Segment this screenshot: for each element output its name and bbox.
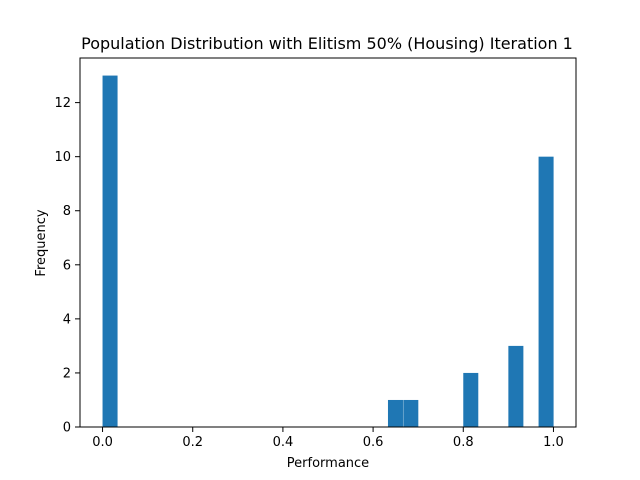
y-tick-label: 6 bbox=[63, 258, 71, 273]
x-axis-label: Performance bbox=[287, 456, 369, 471]
y-tick-label: 4 bbox=[63, 312, 71, 327]
x-tick-label: 0.0 bbox=[92, 435, 113, 450]
y-tick-label: 12 bbox=[54, 96, 71, 111]
histogram-bar bbox=[508, 345, 524, 427]
x-axis-ticks: 0.0 0.2 0.4 0.6 0.8 1.0 bbox=[92, 427, 564, 450]
y-tick-label: 0 bbox=[63, 421, 71, 436]
chart-title: Population Distribution with Elitism 50%… bbox=[81, 34, 573, 53]
x-tick-label: 0.8 bbox=[453, 435, 474, 450]
y-tick-label: 2 bbox=[63, 366, 71, 381]
x-tick-label: 0.4 bbox=[273, 435, 294, 450]
y-axis-label: Frequency bbox=[34, 209, 49, 276]
histogram-bar bbox=[102, 75, 118, 428]
y-tick-label: 10 bbox=[54, 150, 71, 165]
histogram-bar bbox=[463, 372, 479, 427]
bars-layer bbox=[102, 75, 554, 428]
y-tick-label: 8 bbox=[63, 204, 71, 219]
plot-frame bbox=[79, 57, 577, 428]
y-axis-ticks: 0 2 4 6 8 10 12 bbox=[54, 96, 80, 436]
histogram-bar bbox=[403, 399, 419, 427]
histogram-bar bbox=[538, 156, 554, 427]
x-tick-label: 0.6 bbox=[363, 435, 384, 450]
histogram-bar bbox=[387, 399, 403, 427]
x-tick-label: 0.2 bbox=[182, 435, 203, 450]
x-tick-label: 1.0 bbox=[543, 435, 564, 450]
